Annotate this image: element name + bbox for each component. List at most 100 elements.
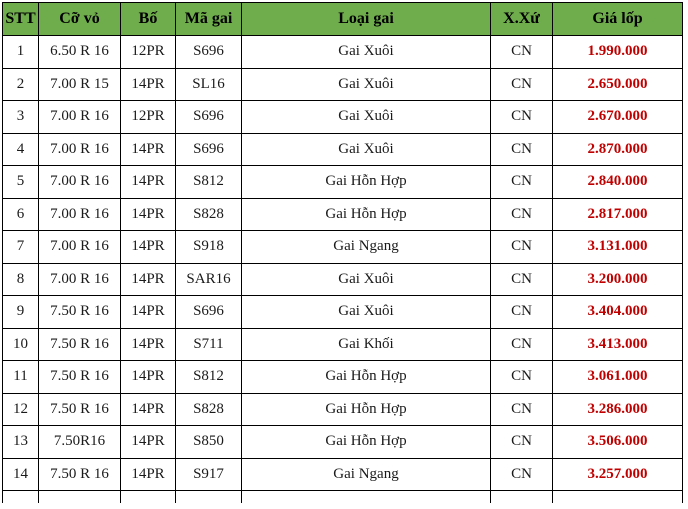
- cell-price: 3.413.000: [552, 327, 683, 361]
- cell-size: 7.00 R 16: [38, 132, 121, 166]
- cell-code: S917: [175, 457, 242, 491]
- table-row: 3 7.00 R 16 12PR S696 Gai Xuôi CN 2.670.000: [2, 100, 683, 134]
- header-loai-gai: Loại gai: [241, 2, 491, 36]
- cell-origin: CN: [490, 360, 553, 394]
- table-row: 9 7.50 R 16 14PR S696 Gai Xuôi CN 3.404.000: [2, 295, 683, 329]
- cell-tread: Gai Xuôi: [241, 100, 491, 134]
- cell-code: S828: [175, 392, 242, 426]
- table-row: 5 7.00 R 16 14PR S812 Gai Hỗn Hợp CN 2.840.000: [2, 165, 683, 199]
- cell-tread: Gai Hỗn Hợp: [241, 197, 491, 231]
- header-row: STT Cỡ vỏ Bố Mã gai Loại gai X.Xứ Giá lố…: [2, 2, 683, 36]
- cell-stt: 2: [2, 67, 39, 101]
- cell-ply: 14PR: [120, 425, 176, 459]
- cell-size: 7.00 R 16: [38, 100, 121, 134]
- header-gia-lop: Giá lốp: [552, 2, 683, 36]
- cell-code: SAR16: [175, 262, 242, 296]
- table-row: 8 7.00 R 16 14PR SAR16 Gai Xuôi CN 3.200.000: [2, 262, 683, 296]
- cell-ply: 12PR: [120, 35, 176, 69]
- cell-ply: 12PR: [120, 100, 176, 134]
- cell-size: 7.00 R 16: [38, 262, 121, 296]
- cell-size: 7.50 R 16: [38, 360, 121, 394]
- cell-tread: Gai Hỗn Hợp: [241, 425, 491, 459]
- cell-origin: CN: [490, 35, 553, 69]
- table-row: 14 7.50 R 16 14PR S917 Gai Ngang CN 3.257.000: [2, 457, 683, 491]
- table-row: 6 7.00 R 16 14PR S828 Gai Hỗn Hợp CN 2.817.000: [2, 197, 683, 231]
- cell-tread: Gai Xuôi: [241, 295, 491, 329]
- cell-origin: CN: [490, 165, 553, 199]
- cell-stt: 10: [2, 327, 39, 361]
- cell-price: 2.870.000: [552, 132, 683, 166]
- table-row: 12 7.50 R 16 14PR S828 Gai Hỗn Hợp CN 3.286.00…: [2, 392, 683, 426]
- cell-origin: CN: [490, 295, 553, 329]
- cell-tread: Gai Xuôi: [241, 262, 491, 296]
- cell-ply: 14PR: [120, 392, 176, 426]
- cell-empty: [2, 490, 39, 503]
- partial-clipped-row: [2, 490, 683, 503]
- cell-stt: 6: [2, 197, 39, 231]
- cell-tread: Gai Xuôi: [241, 67, 491, 101]
- cell-ply: 14PR: [120, 295, 176, 329]
- cell-price: 3.506.000: [552, 425, 683, 459]
- cell-code: S812: [175, 165, 242, 199]
- cell-size: 7.00 R 15: [38, 67, 121, 101]
- cell-price: 3.257.000: [552, 457, 683, 491]
- cell-stt: 9: [2, 295, 39, 329]
- table-row: 4 7.00 R 16 14PR S696 Gai Xuôi CN 2.870.000: [2, 132, 683, 166]
- cell-tread: Gai Ngang: [241, 457, 491, 491]
- table-row: 11 7.50 R 16 14PR S812 Gai Hỗn Hợp CN 3.061.00…: [2, 360, 683, 394]
- cell-size: 7.50 R 16: [38, 295, 121, 329]
- cell-ply: 14PR: [120, 457, 176, 491]
- header-bo: Bố: [120, 2, 176, 36]
- cell-ply: 14PR: [120, 360, 176, 394]
- table-row: 1 6.50 R 16 12PR S696 Gai Xuôi CN 1.990.000: [2, 35, 683, 69]
- cell-tread: Gai Ngang: [241, 230, 491, 264]
- cell-origin: CN: [490, 230, 553, 264]
- table-body: 1 6.50 R 16 12PR S696 Gai Xuôi CN 1.990.000 2 7.…: [2, 35, 683, 503]
- cell-size: 7.50R16: [38, 425, 121, 459]
- cell-price: 3.061.000: [552, 360, 683, 394]
- cell-tread: Gai Xuôi: [241, 35, 491, 69]
- header-co-vo: Cỡ vỏ: [38, 2, 121, 36]
- cell-price: 1.990.000: [552, 35, 683, 69]
- cell-stt: 7: [2, 230, 39, 264]
- table-row: 7 7.00 R 16 14PR S918 Gai Ngang CN 3.131.000: [2, 230, 683, 264]
- cell-price: 2.650.000: [552, 67, 683, 101]
- cell-size: 7.50 R 16: [38, 457, 121, 491]
- cell-stt: 5: [2, 165, 39, 199]
- cell-code: S918: [175, 230, 242, 264]
- cell-origin: CN: [490, 392, 553, 426]
- cell-code: S696: [175, 295, 242, 329]
- cell-price: 3.286.000: [552, 392, 683, 426]
- table-row: 13 7.50R16 14PR S850 Gai Hỗn Hợp CN 3.506.000: [2, 425, 683, 459]
- cell-price: 2.670.000: [552, 100, 683, 134]
- cell-code: S812: [175, 360, 242, 394]
- header-ma-gai: Mã gai: [175, 2, 242, 36]
- cell-origin: CN: [490, 132, 553, 166]
- cell-stt: 4: [2, 132, 39, 166]
- cell-stt: 1: [2, 35, 39, 69]
- cell-stt: 3: [2, 100, 39, 134]
- cell-price: 3.131.000: [552, 230, 683, 264]
- cell-code: SL16: [175, 67, 242, 101]
- cell-origin: CN: [490, 262, 553, 296]
- cell-size: 7.00 R 16: [38, 197, 121, 231]
- cell-origin: CN: [490, 67, 553, 101]
- cell-empty: [552, 490, 683, 503]
- cell-ply: 14PR: [120, 132, 176, 166]
- cell-code: S696: [175, 100, 242, 134]
- tire-price-table: STT Cỡ vỏ Bố Mã gai Loại gai X.Xứ Giá lố…: [2, 2, 683, 503]
- cell-origin: CN: [490, 425, 553, 459]
- cell-tread: Gai Hỗn Hợp: [241, 165, 491, 199]
- cell-code: S711: [175, 327, 242, 361]
- cell-origin: CN: [490, 327, 553, 361]
- cell-ply: 14PR: [120, 327, 176, 361]
- cell-empty: [241, 490, 491, 503]
- cell-ply: 14PR: [120, 67, 176, 101]
- cell-tread: Gai Hỗn Hợp: [241, 360, 491, 394]
- cell-stt: 13: [2, 425, 39, 459]
- cell-price: 3.200.000: [552, 262, 683, 296]
- cell-empty: [175, 490, 242, 503]
- cell-size: 7.50 R 16: [38, 327, 121, 361]
- cell-size: 6.50 R 16: [38, 35, 121, 69]
